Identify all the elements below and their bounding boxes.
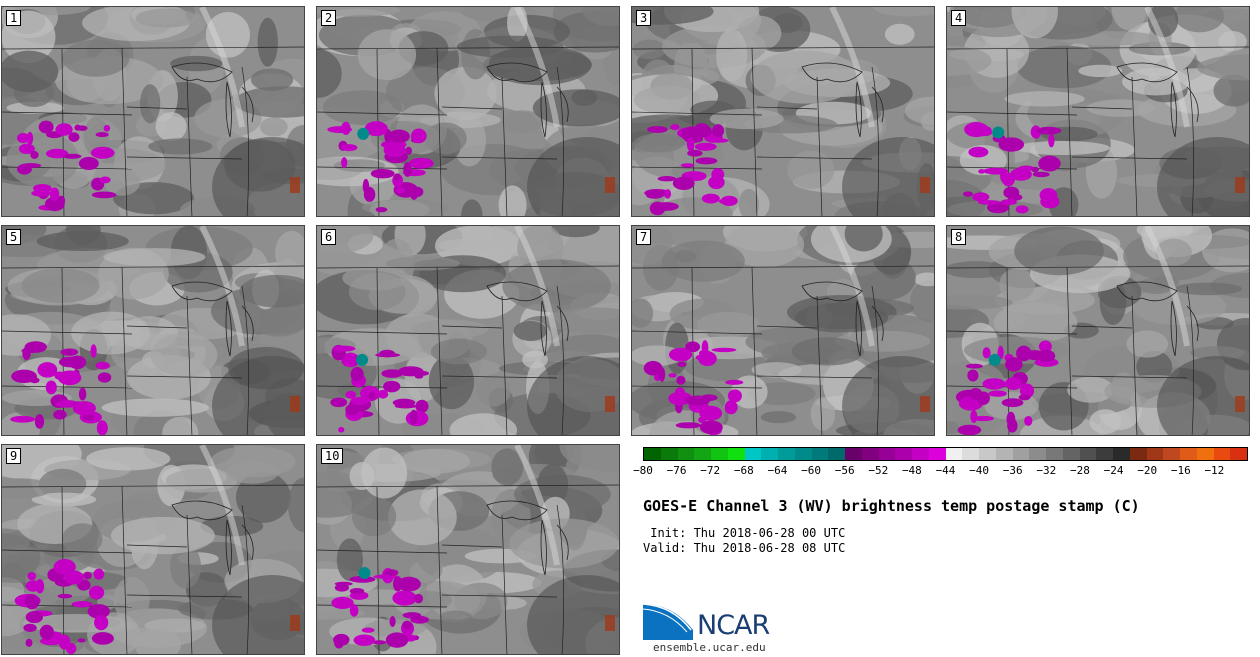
colorbar-swatch: [778, 448, 795, 460]
colorbar-tick-label: −52: [868, 464, 889, 477]
colorbar-swatch: [794, 448, 812, 460]
panel-label: 7: [636, 229, 652, 245]
figure-title: GOES-E Channel 3 (WV) brightness temp po…: [643, 497, 1140, 515]
colorbar-swatch: [995, 448, 1013, 460]
colorbar-swatch: [828, 448, 845, 460]
panel-label: 6: [321, 229, 337, 245]
map-6: [317, 226, 619, 435]
colorbar-swatch: [1046, 448, 1063, 460]
colorbar-swatch: [727, 448, 745, 460]
colorbar-swatch: [878, 448, 896, 460]
colorbar-swatch: [1062, 448, 1080, 460]
colorbar-swatch: [845, 448, 862, 460]
colorbar-swatch: [1180, 448, 1197, 460]
colorbar-tick-label: −16: [1170, 464, 1191, 477]
colorbar-swatch: [811, 448, 829, 460]
colorbar-swatch: [1096, 448, 1113, 460]
colorbar-swatch: [912, 448, 929, 460]
colorbar-swatch: [1012, 448, 1030, 460]
panel-9: 9: [1, 444, 305, 655]
panel-label: 9: [6, 448, 22, 464]
panel-8: 8: [946, 225, 1250, 436]
colorbar-tick-label: −64: [767, 464, 788, 477]
colorbar-tick-label: −68: [733, 464, 754, 477]
colorbar-swatch: [694, 448, 711, 460]
colorbar-tick-label: −48: [901, 464, 922, 477]
ncar-logo-icon: [643, 603, 693, 640]
colorbar-swatch: [1213, 448, 1231, 460]
panel-5: 5: [1, 225, 305, 436]
colorbar-swatch: [1163, 448, 1180, 460]
colorbar-tick-label: −20: [1137, 464, 1158, 477]
panel-7: 7: [631, 225, 935, 436]
colorbar-tick-label: −44: [935, 464, 956, 477]
map-9: [2, 445, 304, 654]
colorbar-swatch: [761, 448, 778, 460]
map-5: [2, 226, 304, 435]
panel-2: 2: [316, 6, 620, 217]
map-8: [947, 226, 1249, 435]
colorbar-ticks: −80 −76 −72 −68 −64 −60 −56 −52 −48 −44 −40 −36 −32−…: [633, 464, 1248, 480]
colorbar-swatch: [1129, 448, 1147, 460]
colorbar-tick-label: −24: [1103, 464, 1124, 477]
panel-3: 3: [631, 6, 935, 217]
map-2: [317, 7, 619, 216]
map-10: [317, 445, 619, 654]
colorbar-swatch: [1146, 448, 1164, 460]
panel-label: 5: [6, 229, 22, 245]
colorbar-tick-label: −36: [1002, 464, 1023, 477]
colorbar-swatch: [962, 448, 979, 460]
colorbar-swatch: [1079, 448, 1097, 460]
panel-1: 1: [1, 6, 305, 217]
init-time: Init: Thu 2018-06-28 00 UTC: [643, 526, 846, 540]
map-3: [632, 7, 934, 216]
colorbar-swatch: [644, 448, 661, 460]
colorbar-swatch: [1230, 448, 1247, 460]
panel-label: 2: [321, 10, 337, 26]
colorbar-tick-label: −40: [969, 464, 990, 477]
colorbar-swatch: [1196, 448, 1214, 460]
colorbar-swatch: [711, 448, 728, 460]
colorbar-swatch: [1029, 448, 1046, 460]
colorbar-swatch: [677, 448, 695, 460]
colorbar-swatch: [928, 448, 946, 460]
colorbar-tick-label: −32: [1036, 464, 1057, 477]
colorbar-swatch: [979, 448, 996, 460]
panel-label: 8: [951, 229, 967, 245]
colorbar-swatch: [744, 448, 762, 460]
panel-label: 10: [321, 448, 344, 464]
map-1: [2, 7, 304, 216]
map-7: [632, 226, 934, 435]
panel-6: 6: [316, 225, 620, 436]
colorbar-tick-label: −80: [633, 464, 653, 477]
colorbar-tick-label: −28: [1070, 464, 1090, 477]
colorbar-tick-label: −12: [1204, 464, 1225, 477]
colorbar-swatch: [1113, 448, 1130, 460]
panel-label: 4: [951, 10, 967, 26]
valid-time: Valid: Thu 2018-06-28 08 UTC: [643, 541, 846, 555]
panel-4: 4: [946, 6, 1250, 217]
panel-10: 10: [316, 444, 620, 655]
colorbar-swatch: [895, 448, 912, 460]
colorbar-tick-label: −56: [834, 464, 855, 477]
colorbar-swatch: [861, 448, 879, 460]
logo-text: NCAR: [697, 610, 770, 641]
map-4: [947, 7, 1249, 216]
panel-label: 3: [636, 10, 652, 26]
colorbar-tick-label: −76: [666, 464, 687, 477]
panel-label: 1: [6, 10, 22, 26]
colorbar-tick-label: −60: [801, 464, 821, 477]
logo-url: ensemble.ucar.edu: [653, 641, 766, 654]
colorbar-tick-label: −72: [700, 464, 721, 477]
colorbar-swatch: [945, 448, 963, 460]
colorbar: [643, 447, 1248, 461]
colorbar-swatch: [660, 448, 678, 460]
